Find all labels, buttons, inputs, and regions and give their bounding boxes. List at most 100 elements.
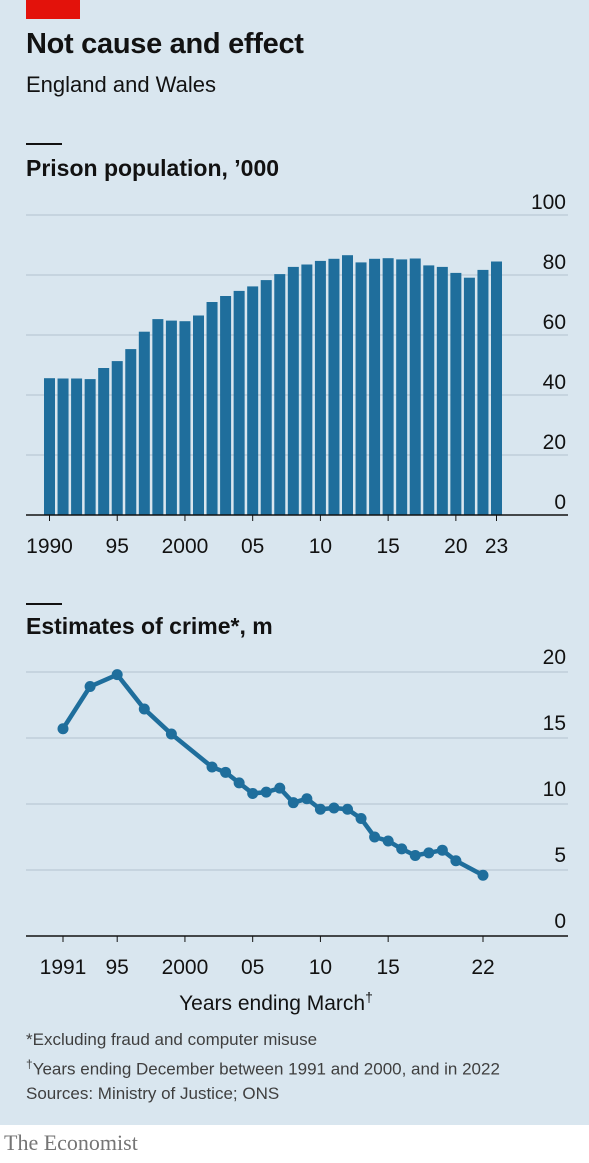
- crime-point: [382, 835, 394, 847]
- crime-point: [165, 728, 177, 740]
- prison-bar: [423, 265, 435, 515]
- y-tick-label: 15: [543, 712, 566, 735]
- prison-bar: [328, 258, 340, 515]
- prison-bar: [44, 378, 55, 515]
- x-tick-label: 2000: [162, 956, 209, 979]
- x-tick-label: 10: [309, 956, 332, 979]
- crime-point: [274, 782, 286, 794]
- crime-point: [423, 847, 435, 859]
- sources: Sources: Ministry of Justice; ONS: [26, 1083, 280, 1103]
- x-tick-label: 2000: [162, 535, 209, 558]
- x-axis-label: Years ending March†: [179, 989, 373, 1015]
- prison-bar: [57, 378, 69, 515]
- x-tick-label: 15: [376, 956, 399, 979]
- prison-bar: [477, 269, 489, 515]
- y-tick-label: 0: [554, 910, 566, 933]
- prison-bar: [233, 290, 245, 515]
- prison-bar: [84, 379, 96, 515]
- chart2-title-rule: [26, 603, 62, 605]
- y-tick-label: 80: [543, 251, 566, 274]
- footnote-excluding: *Excluding fraud and computer misuse: [26, 1030, 318, 1049]
- prison-bar: [409, 258, 421, 515]
- crime-point: [260, 786, 272, 798]
- economist-logo: The Economist: [4, 1130, 138, 1155]
- crime-point: [409, 849, 421, 861]
- prison-bar: [152, 319, 164, 515]
- x-tick-label: 10: [309, 535, 332, 558]
- prison-bar: [274, 274, 286, 515]
- crime-point: [369, 831, 381, 843]
- prison-bar: [287, 266, 299, 515]
- x-tick-label: 95: [106, 535, 129, 558]
- page-title: Not cause and effect: [26, 28, 304, 60]
- footnotes: *Excluding fraud and computer misuse †Ye…: [26, 1028, 500, 1106]
- crime-point: [328, 802, 340, 814]
- brand-accent-bar: [26, 0, 80, 19]
- prison-bar: [396, 259, 408, 515]
- crime-point: [477, 869, 489, 881]
- y-tick-label: 20: [543, 646, 566, 669]
- prison-bar: [369, 258, 381, 515]
- footnote-years: †Years ending December between 1991 and …: [26, 1052, 500, 1082]
- y-tick-label: 100: [531, 191, 566, 214]
- x-tick-label: 95: [106, 956, 129, 979]
- y-tick-label: 60: [543, 311, 566, 334]
- prison-bar: [125, 349, 137, 515]
- prison-bar: [247, 286, 259, 515]
- crime-point: [301, 793, 313, 805]
- x-tick-label: 1991: [40, 956, 87, 979]
- prison-bar: [301, 264, 313, 515]
- crime-point: [111, 669, 123, 681]
- crime-point: [57, 723, 69, 735]
- x-tick-label: 20: [444, 535, 467, 558]
- prison-bar: [260, 280, 272, 515]
- x-tick-label: 15: [376, 535, 399, 558]
- crime-point: [220, 766, 232, 778]
- page-subtitle: England and Wales: [26, 72, 216, 97]
- prison-bar: [179, 321, 191, 515]
- crime-point: [342, 803, 354, 815]
- prison-bar: [382, 258, 394, 515]
- x-axis-label-dagger: †: [365, 989, 373, 1005]
- prison-bar: [111, 361, 123, 515]
- prison-bar: [138, 331, 150, 515]
- prison-bar: [491, 261, 502, 515]
- prison-population-chart: 0 20 40 60 80 100 1990 95 2000 05 10 15 20 23: [26, 191, 568, 558]
- crime-series-line: [60, 672, 486, 878]
- crime-point: [287, 797, 299, 809]
- chart1-title-rule: [26, 143, 62, 145]
- x-axis-label-text: Years ending March: [179, 992, 365, 1015]
- crime-point: [247, 787, 259, 799]
- crime-point: [314, 803, 326, 815]
- prison-bar: [98, 368, 110, 515]
- crime-point: [206, 761, 218, 773]
- y-tick-label: 5: [554, 844, 566, 867]
- prison-bar: [71, 378, 83, 515]
- x-tick-label: 23: [485, 535, 508, 558]
- prison-bar: [206, 302, 218, 515]
- x-tick-label: 05: [241, 956, 264, 979]
- chart2-title: Estimates of crime*, m: [26, 613, 273, 639]
- prison-bar: [450, 272, 462, 515]
- crime-point: [396, 843, 408, 855]
- y-tick-label: 20: [543, 431, 566, 454]
- crime-point: [436, 844, 448, 856]
- y-tick-label: 0: [554, 491, 566, 514]
- crime-point: [138, 703, 150, 715]
- y-tick-label: 10: [543, 778, 566, 801]
- prison-bar: [436, 266, 448, 515]
- prison-bar: [342, 255, 353, 515]
- x-tick-label: 1990: [26, 535, 73, 558]
- prison-bar: [314, 260, 326, 515]
- x-tick-label: 05: [241, 535, 264, 558]
- crime-point: [450, 855, 462, 867]
- crime-point: [84, 681, 96, 693]
- prison-bar: [463, 277, 475, 515]
- chart1-title: Prison population, ’000: [26, 155, 280, 181]
- x-tick-label: 22: [471, 956, 494, 979]
- crime-point: [233, 777, 245, 789]
- chart-panel: [0, 0, 589, 1125]
- dagger-mark: †: [26, 1057, 33, 1071]
- prison-bar: [355, 262, 367, 515]
